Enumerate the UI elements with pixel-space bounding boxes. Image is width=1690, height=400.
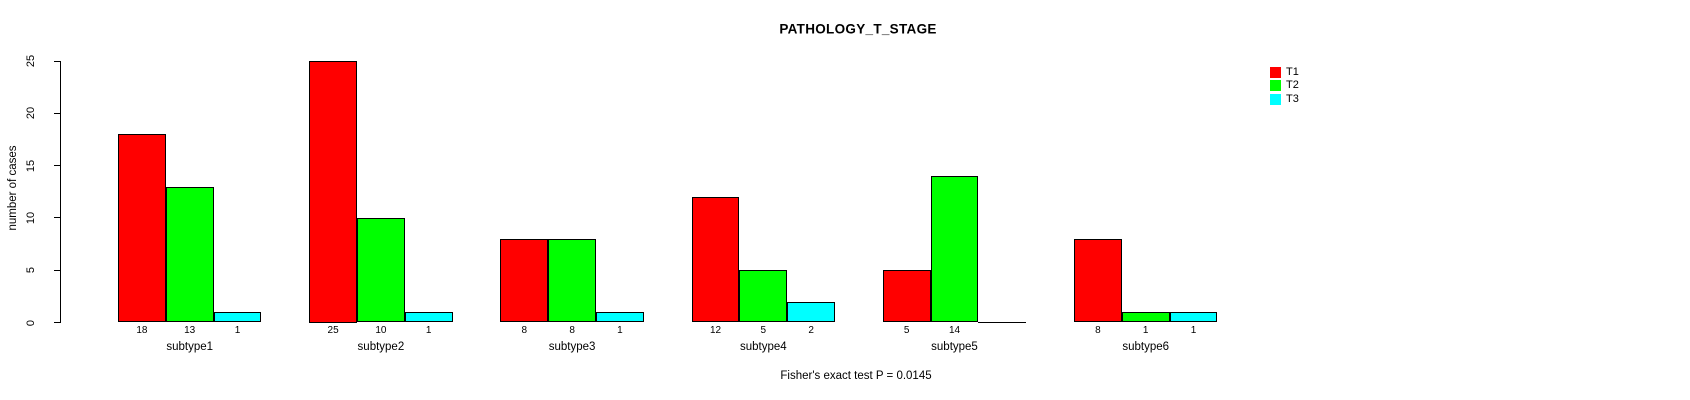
x-category-label: subtype2 [357,341,405,353]
x-category-label: subtype5 [931,341,978,353]
bar-subtype3-T1 [500,238,549,323]
x-category-label: subtype3 [548,341,596,353]
bar-value-label: 1 [425,325,432,336]
bar-subtype6-T3 [1169,312,1218,323]
y-tick-label: 15 [25,159,37,172]
bar-subtype1-T1 [118,134,166,323]
bar-value-label: 25 [327,325,339,336]
legend-swatch-T1 [1270,67,1281,79]
y-axis-line [60,61,61,323]
bar-subtype3-T2 [548,238,596,323]
y-tick [54,60,60,62]
bar-value-label: 5 [760,325,767,336]
y-tick-label: 10 [25,211,37,225]
bar-subtype1-T3 [213,312,262,323]
bar-subtype2-T2 [357,217,405,323]
bar-subtype5-T2 [930,176,979,323]
bar-subtype2-T1 [309,61,357,323]
bar-value-label: 5 [903,325,910,336]
x-category-label: subtype4 [739,341,787,353]
bar-value-label: 8 [521,325,528,336]
bar-subtype6-T1 [1074,238,1122,323]
bar-value-label: 8 [569,325,575,336]
bar-value-label: 18 [136,325,148,336]
y-tick-label: 25 [25,54,37,68]
bar-value-label: 2 [808,325,814,336]
y-tick-label: 0 [25,319,37,326]
bar-value-label: 1 [234,325,241,336]
bar-value-label: 1 [617,325,623,336]
bar-subtype3-T3 [596,312,644,323]
x-category-label: subtype6 [1122,341,1170,353]
bar-value-label: 14 [948,325,961,336]
bar-value-label: 1 [1190,325,1197,336]
bar-subtype5-T3 [978,321,1027,323]
bar-value-label: 8 [1095,325,1101,336]
legend-label: T2 [1286,79,1299,92]
bar-subtype4-T2 [739,270,788,323]
bar-subtype5-T1 [882,270,931,323]
legend-label: T3 [1286,92,1299,105]
x-category-label: subtype1 [166,341,214,353]
legend-swatch-T3 [1270,93,1281,105]
chart-title: PATHOLOGY_T_STAGE [779,21,937,37]
y-tick [54,322,60,323]
fisher-test-note: Fisher's exact test P = 0.0145 [780,370,932,382]
bar-value-label: 1 [1142,325,1149,336]
legend: T1 T2 T3 [1270,66,1299,106]
bar-subtype1-T2 [165,186,214,323]
bar-value-label: 13 [184,325,196,336]
legend-swatch-T2 [1270,80,1281,92]
bar-value-label: 10 [375,325,387,336]
legend-item-T1: T1 [1270,66,1299,79]
legend-item-T3: T3 [1270,93,1299,106]
y-tick [54,269,60,271]
bar-subtype6-T2 [1121,312,1170,323]
y-tick-label: 5 [25,267,37,274]
y-tick-label: 20 [25,107,37,120]
y-tick [54,165,60,167]
bar-subtype4-T1 [691,196,740,323]
bar-subtype4-T3 [787,301,835,323]
y-tick [54,112,60,114]
legend-label: T1 [1286,66,1299,79]
legend-item-T2: T2 [1270,79,1299,92]
bar-value-label: 12 [709,325,722,336]
bar-subtype2-T3 [404,312,453,323]
y-tick [54,217,60,219]
